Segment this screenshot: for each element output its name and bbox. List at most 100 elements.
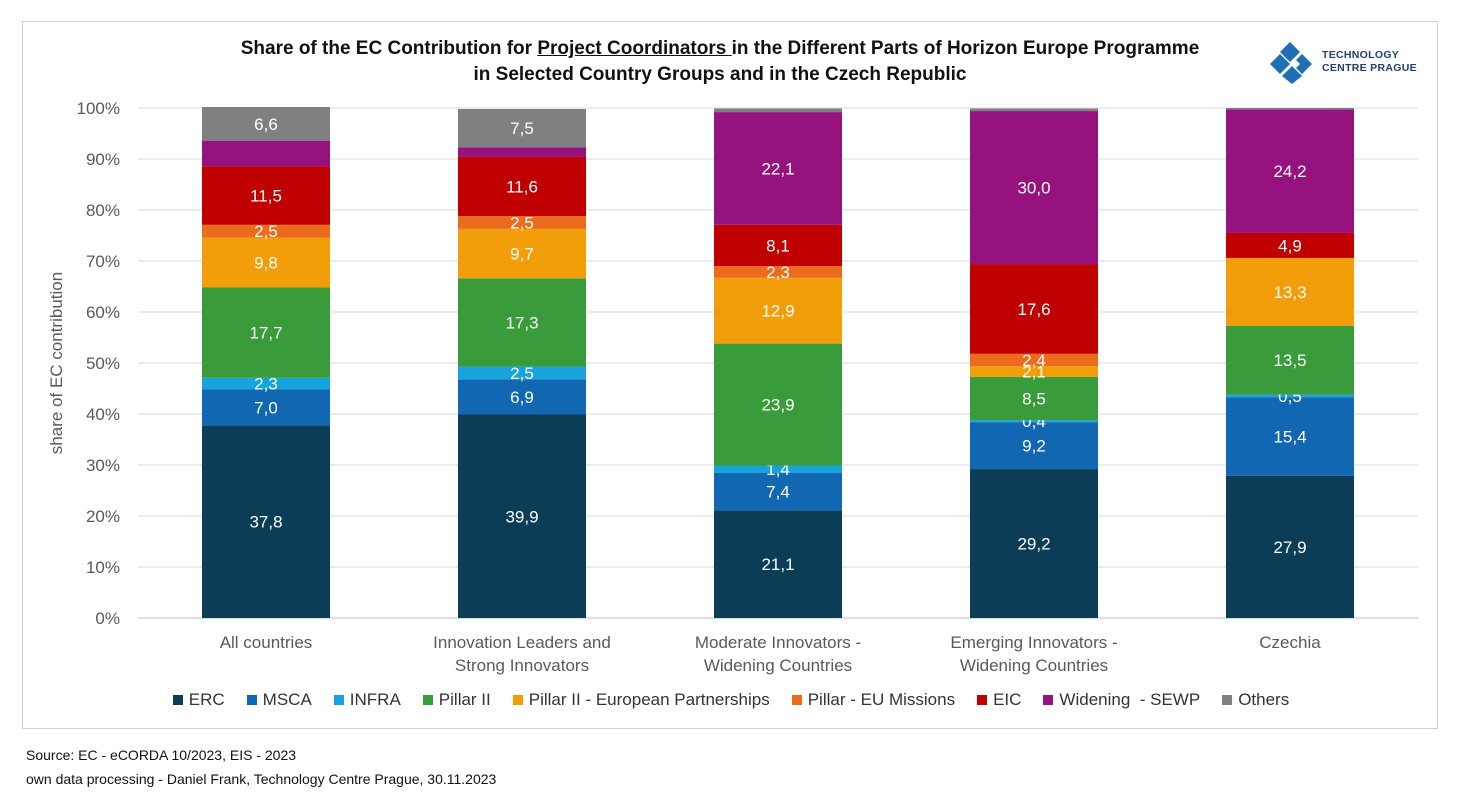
data-label: 17,3 — [505, 313, 538, 332]
bar-segment — [202, 224, 330, 238]
bar-segment — [970, 353, 1098, 367]
bar-segment — [1226, 109, 1354, 233]
chart-title-post: in the Different Parts of Horizon Europe… — [731, 38, 1200, 59]
bar-segment — [202, 389, 330, 426]
bar-segment — [1226, 475, 1354, 618]
logo-text-line-1: TECHNOLOGY — [1322, 49, 1400, 61]
logo-mark-icon — [1270, 42, 1312, 84]
y-tick-label: 80% — [86, 201, 120, 220]
legend-item: EIC — [977, 690, 1021, 710]
y-tick-label: 70% — [86, 252, 120, 271]
legend-item: Widening - SEWP — [1043, 690, 1200, 710]
data-label: 8,1 — [766, 236, 790, 255]
bar-segment — [714, 465, 842, 473]
legend-swatch — [1043, 695, 1054, 705]
bar-segment — [714, 108, 842, 113]
x-tick-label: Moderate Innovators - — [695, 633, 861, 652]
chart-title: Share of the EC Contribution for Project… — [130, 36, 1310, 88]
bar-segment — [202, 106, 330, 141]
bar-segment — [1226, 394, 1354, 398]
bar-segment — [458, 109, 586, 148]
data-label: 8,5 — [1022, 389, 1046, 408]
data-label: 13,5 — [1273, 351, 1306, 370]
source-line-2: own data processing - Daniel Frank, Tech… — [26, 771, 497, 787]
legend-label: MSCA — [262, 690, 312, 709]
data-label: 13,3 — [1273, 283, 1306, 302]
data-label: 17,7 — [249, 324, 282, 343]
y-tick-label: 100% — [77, 99, 120, 118]
x-tick-label: Innovation Leaders and — [433, 633, 611, 652]
bar-segment — [458, 156, 586, 217]
bar-segment — [202, 166, 330, 225]
legend-swatch — [977, 695, 988, 705]
data-label: 9,7 — [510, 245, 534, 264]
bar-segment — [458, 147, 586, 157]
y-tick-label: 30% — [86, 456, 120, 475]
legend-item: MSCA — [246, 690, 312, 710]
bar-segment — [714, 510, 842, 618]
bar-segment — [458, 366, 586, 380]
legend-item: ERC — [172, 690, 225, 710]
bar-segment — [202, 287, 330, 378]
data-label: 22,1 — [761, 159, 794, 178]
bar-segment — [970, 376, 1098, 421]
logo-text: TECHNOLOGY CENTRE PRAGUE — [1322, 49, 1417, 75]
source-line-1: Source: EC - eCORDA 10/2023, EIS - 2023 — [26, 747, 297, 763]
data-label: 29,2 — [1017, 535, 1050, 554]
data-label: 2,1 — [1022, 362, 1046, 381]
axes: 0% 10% 20% 30% 40% 50% 60% 70% 80% 90% 100% share o… — [47, 99, 1321, 675]
legend-item: Pillar - EU Missions — [791, 690, 955, 710]
y-axis-label: share of EC contribution — [47, 272, 66, 454]
bar-segment — [1226, 397, 1354, 476]
bar-segment — [1226, 108, 1354, 110]
data-label: 15,4 — [1273, 427, 1306, 446]
bar-segment — [458, 216, 586, 229]
y-tick-label: 50% — [86, 354, 120, 373]
source-note: Source: EC - eCORDA 10/2023, EIS - 2023 … — [26, 743, 496, 791]
legend-swatch — [791, 695, 802, 705]
bar-segment — [1226, 325, 1354, 395]
legend-label: Pillar II - European Partnerships — [528, 690, 770, 709]
bar-segment — [202, 237, 330, 288]
legend-swatch — [422, 695, 433, 705]
legend-swatch — [1222, 695, 1233, 705]
x-tick-label: Widening Countries — [960, 656, 1108, 675]
data-label: 23,9 — [761, 396, 794, 415]
chart-title-pre: Share of the EC Contribution for — [240, 38, 538, 59]
bar-segment — [970, 469, 1098, 618]
y-tick-label: 0% — [95, 609, 120, 628]
legend: ERC MSCA INFRA Pillar II Pillar II - Europea… — [0, 690, 1462, 710]
x-tick-label: Emerging Innovators - — [950, 633, 1117, 652]
data-label: 30,0 — [1017, 179, 1050, 198]
bar-segment — [970, 366, 1098, 377]
y-tick-label: 10% — [86, 558, 120, 577]
legend-label: INFRA — [349, 690, 401, 709]
legend-item: Pillar II - European Partnerships — [512, 690, 770, 710]
x-tick-label: Strong Innovators — [455, 656, 589, 675]
data-label: 2,3 — [254, 375, 278, 394]
chart-title-underlined: Project Coordinators — [537, 38, 732, 59]
legend-swatch — [246, 695, 257, 705]
bar-segment — [714, 112, 842, 225]
legend-label: Widening - SEWP — [1059, 690, 1201, 709]
bar-segment — [458, 228, 586, 279]
bar-segment — [458, 278, 586, 367]
bar-segment — [1226, 257, 1354, 326]
data-label: 4,9 — [1278, 236, 1302, 255]
legend-item: Others — [1222, 690, 1289, 710]
y-tick-label: 60% — [86, 303, 120, 322]
legend-label: Others — [1238, 690, 1290, 709]
y-tick-label: 20% — [86, 507, 120, 526]
bar-segment — [1226, 232, 1354, 258]
legend-label: EIC — [993, 690, 1022, 709]
bar-segment — [202, 377, 330, 390]
data-label: 2,5 — [254, 222, 278, 241]
data-label: 12,9 — [761, 302, 794, 321]
bar-segment — [970, 420, 1098, 423]
legend-swatch — [333, 695, 344, 705]
y-tick-label: 40% — [86, 405, 120, 424]
legend-item: Pillar II — [422, 690, 491, 710]
data-label: 21,1 — [761, 555, 794, 574]
legend-swatch — [512, 695, 523, 705]
legend-swatch — [172, 695, 183, 705]
